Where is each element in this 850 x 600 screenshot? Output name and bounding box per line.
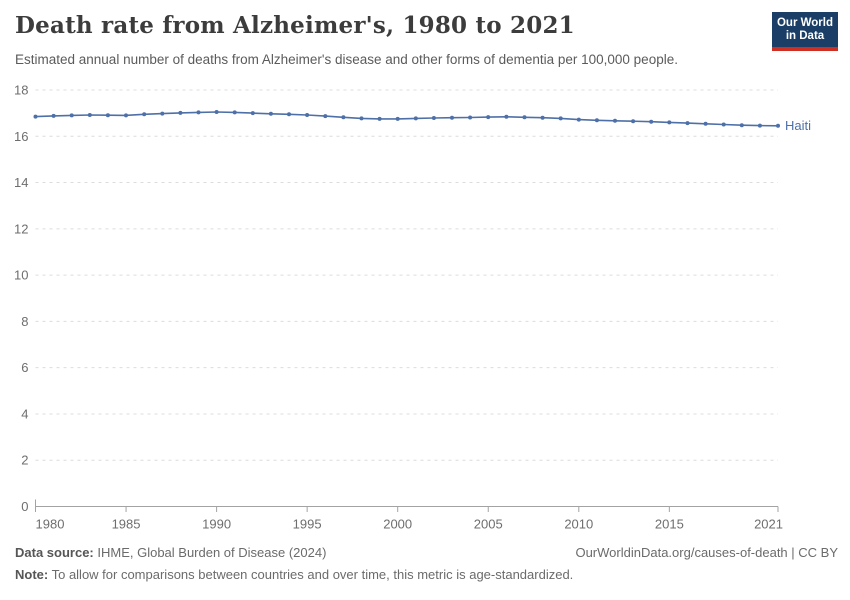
- data-point[interactable]: [576, 117, 581, 122]
- data-point[interactable]: [685, 121, 690, 126]
- data-source-text: IHME, Global Burden of Disease (2024): [93, 545, 327, 560]
- data-point[interactable]: [124, 113, 128, 118]
- x-axis-tick-label: 1990: [202, 517, 231, 532]
- y-axis-tick-label: 16: [14, 129, 28, 144]
- footer-citation-link[interactable]: OurWorldinData.org/causes-of-death | CC …: [575, 545, 838, 560]
- owid-logo[interactable]: Our World in Data: [772, 12, 838, 51]
- chart-subtitle: Estimated annual number of deaths from A…: [15, 52, 678, 67]
- footer-note-line: Note: To allow for comparisons between c…: [15, 567, 573, 582]
- data-point[interactable]: [631, 119, 636, 124]
- x-axis-tick-label: 2021: [754, 517, 783, 532]
- x-axis-tick-label: 1980: [36, 517, 65, 532]
- x-axis-tick-label: 2005: [474, 517, 503, 532]
- data-point[interactable]: [341, 115, 346, 120]
- y-axis-tick-label: 14: [14, 175, 28, 190]
- data-point[interactable]: [142, 112, 147, 117]
- data-point[interactable]: [377, 116, 382, 121]
- data-point[interactable]: [504, 114, 509, 119]
- owid-logo-line1: Our World: [776, 17, 833, 29]
- data-point[interactable]: [450, 115, 454, 120]
- data-point[interactable]: [649, 119, 654, 124]
- data-point[interactable]: [776, 123, 780, 128]
- footer-note-text: To allow for comparisons between countri…: [48, 567, 574, 582]
- data-point[interactable]: [468, 115, 473, 120]
- data-point[interactable]: [287, 112, 291, 117]
- data-point[interactable]: [413, 116, 418, 121]
- data-point[interactable]: [486, 115, 491, 120]
- data-point[interactable]: [395, 116, 400, 121]
- data-point[interactable]: [268, 111, 273, 116]
- x-axis-tick-label: 2010: [564, 517, 593, 532]
- y-axis-tick-label: 8: [21, 314, 28, 329]
- data-point[interactable]: [232, 110, 237, 115]
- x-axis-tick-label: 2000: [383, 517, 412, 532]
- page-title: Death rate from Alzheimer's, 1980 to 202…: [15, 12, 575, 39]
- data-point[interactable]: [51, 113, 56, 118]
- y-axis-tick-label: 10: [14, 268, 28, 283]
- data-source-line: Data source: IHME, Global Burden of Dise…: [15, 545, 326, 560]
- data-point[interactable]: [178, 110, 183, 115]
- y-axis-tick-label: 18: [14, 82, 28, 97]
- x-axis-tick-label: 1995: [293, 517, 322, 532]
- data-point[interactable]: [323, 114, 328, 119]
- data-point[interactable]: [214, 110, 219, 114]
- data-point[interactable]: [105, 113, 110, 118]
- data-point[interactable]: [305, 113, 310, 117]
- x-axis-tick-label: 1985: [112, 517, 141, 532]
- data-point[interactable]: [667, 120, 672, 125]
- y-axis-tick-label: 12: [14, 221, 28, 236]
- data-point[interactable]: [160, 111, 165, 116]
- series-line[interactable]: [35, 111, 779, 127]
- data-point[interactable]: [558, 116, 563, 121]
- data-point[interactable]: [250, 111, 255, 116]
- data-source-label: Data source:: [15, 545, 94, 560]
- footer-note-label: Note:: [15, 567, 49, 582]
- y-axis-tick-label: 6: [21, 360, 28, 375]
- owid-logo-line2: in Data: [785, 30, 825, 42]
- x-axis-tick-label: 2015: [655, 517, 684, 532]
- data-point[interactable]: [69, 113, 74, 118]
- data-point[interactable]: [613, 118, 617, 123]
- y-axis-tick-label: 2: [21, 453, 28, 468]
- data-point[interactable]: [757, 123, 762, 128]
- data-point[interactable]: [431, 116, 436, 120]
- data-point[interactable]: [359, 116, 364, 121]
- series-label[interactable]: Haiti: [785, 118, 811, 133]
- y-axis-tick-label: 0: [21, 499, 28, 514]
- data-point[interactable]: [594, 118, 599, 123]
- data-point[interactable]: [196, 110, 201, 115]
- y-axis-tick-label: 4: [21, 406, 28, 421]
- data-point[interactable]: [721, 122, 726, 127]
- data-point[interactable]: [739, 123, 744, 128]
- data-point[interactable]: [87, 113, 92, 117]
- data-point[interactable]: [522, 115, 527, 120]
- data-point[interactable]: [540, 115, 545, 120]
- data-point[interactable]: [33, 114, 38, 119]
- data-point[interactable]: [703, 121, 708, 126]
